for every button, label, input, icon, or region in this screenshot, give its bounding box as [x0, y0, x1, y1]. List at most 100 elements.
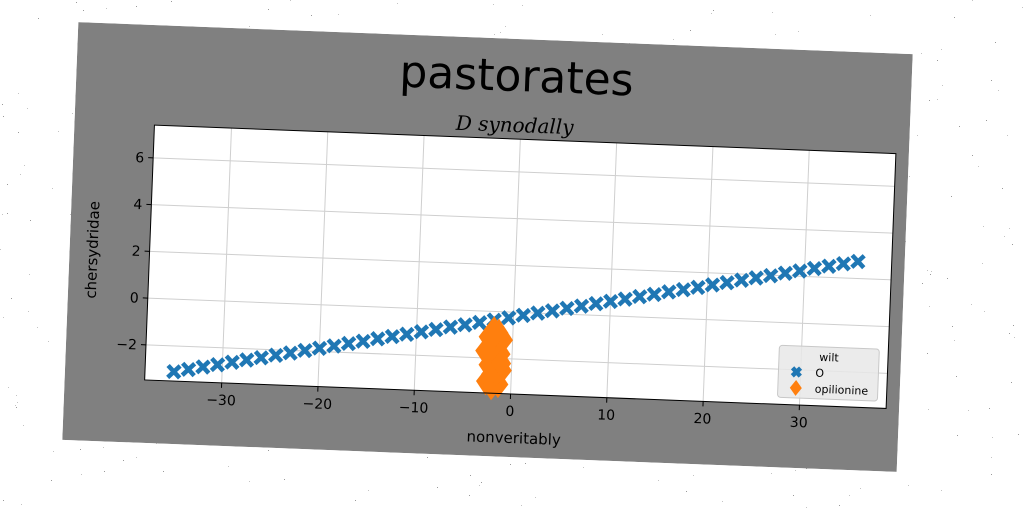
speckle-dot [51, 480, 52, 481]
speckle-dot [163, 471, 164, 472]
x-grid-line [702, 146, 714, 402]
x-tick-label: 30 [790, 415, 808, 432]
speckle-dot [693, 475, 694, 476]
speckle-dot [929, 306, 930, 307]
speckle-dot [493, 4, 494, 5]
data-point-o [631, 288, 648, 305]
speckle-dot [521, 505, 522, 506]
speckle-dot [941, 49, 942, 50]
speckle-dot [397, 3, 398, 4]
speckle-dot [908, 485, 909, 486]
speckle-dot [156, 443, 157, 444]
speckle-dot [123, 460, 124, 461]
x-grid-line [606, 142, 618, 398]
speckle-dot [8, 387, 9, 388]
data-point-o [471, 314, 488, 331]
speckle-dot [673, 39, 674, 40]
speckle-dot [937, 99, 938, 100]
speckle-dot [7, 213, 8, 214]
speckle-dot [954, 340, 955, 341]
speckle-dot [849, 495, 850, 496]
speckle-dot [29, 274, 30, 275]
data-point-o [399, 326, 415, 343]
y-tick-label: 2 [131, 244, 141, 260]
data-point-o [544, 303, 561, 319]
speckle-dot [1009, 228, 1010, 229]
speckle-dot [2, 104, 3, 105]
speckle-dot [38, 18, 39, 19]
speckle-dot [72, 113, 73, 114]
legend-title: wilt [819, 351, 840, 365]
data-point-o [413, 324, 430, 340]
speckle-dot [952, 326, 953, 327]
series-o [166, 253, 866, 380]
speckle-dot [83, 10, 84, 11]
speckle-dot [998, 90, 999, 91]
data-point-o [428, 321, 444, 338]
chart-figure: pastorates D synodally −30 −20 −10 0 10 20 30−… [62, 22, 913, 472]
speckle-dot [583, 467, 584, 468]
scatter-chart: pastorates D synodally −30 −20 −10 0 10 20 30−… [62, 22, 913, 472]
x-tick-label: 20 [693, 411, 711, 428]
data-point-o [340, 335, 357, 352]
data-point-o [792, 263, 808, 279]
speckle-dot [104, 471, 105, 472]
x-axis-label: nonveritably [466, 427, 561, 449]
speckle-dot [23, 425, 24, 426]
speckle-dot [957, 435, 958, 436]
speckle-dot [972, 0, 973, 1]
data-point-o [835, 255, 852, 272]
y-tick-label: −2 [116, 337, 137, 354]
speckle-dot [0, 249, 1, 250]
data-point-o [530, 305, 546, 321]
speckle-dot [103, 447, 104, 448]
speckle-dot [983, 226, 984, 227]
data-point-o [690, 279, 706, 296]
speckle-dot [16, 395, 17, 396]
speckle-dot [941, 490, 942, 491]
speckle-dot [17, 402, 18, 403]
speckle-dot [989, 408, 990, 409]
speckle-dot [1011, 382, 1012, 383]
data-point-o [733, 272, 750, 288]
speckle-dot [984, 311, 985, 312]
data-point-o [748, 270, 764, 286]
speckle-dot [525, 463, 526, 464]
speckle-dot [58, 131, 59, 132]
speckle-dot [929, 100, 930, 101]
speckle-dot [947, 278, 948, 279]
speckle-dot [1022, 7, 1023, 8]
data-point-o [195, 359, 211, 375]
speckle-dot [76, 2, 77, 3]
speckle-dot [982, 263, 983, 264]
data-point-opilionine [491, 349, 512, 378]
speckle-dot [228, 466, 229, 467]
speckle-dot [942, 85, 943, 86]
data-point-o [646, 286, 662, 303]
data-point-o [777, 265, 793, 281]
speckle-dot [249, 26, 250, 27]
speckle-dot [909, 176, 910, 177]
speckle-dot [53, 451, 54, 452]
speckle-dot [27, 108, 28, 109]
speckle-dot [1013, 325, 1014, 326]
speckle-dot [1018, 434, 1019, 435]
chart-title: pastorates [399, 47, 635, 107]
legend-marker-o [790, 366, 803, 378]
speckle-dot [437, 487, 438, 488]
speckle-dot [24, 165, 25, 166]
speckle-dot [968, 410, 969, 411]
speckle-dot [922, 283, 923, 284]
data-point-o [573, 298, 590, 314]
data-point-o [500, 310, 517, 326]
speckle-dot [931, 271, 932, 272]
speckle-dot [311, 15, 312, 16]
speckle-dot [690, 30, 691, 31]
data-point-o [253, 349, 269, 366]
data-point-o [821, 258, 837, 274]
speckle-dot [494, 34, 495, 35]
data-point-o [238, 352, 255, 368]
speckle-dot [481, 482, 482, 483]
data-point-opilionine [480, 320, 501, 349]
speckle-dot [284, 479, 285, 480]
